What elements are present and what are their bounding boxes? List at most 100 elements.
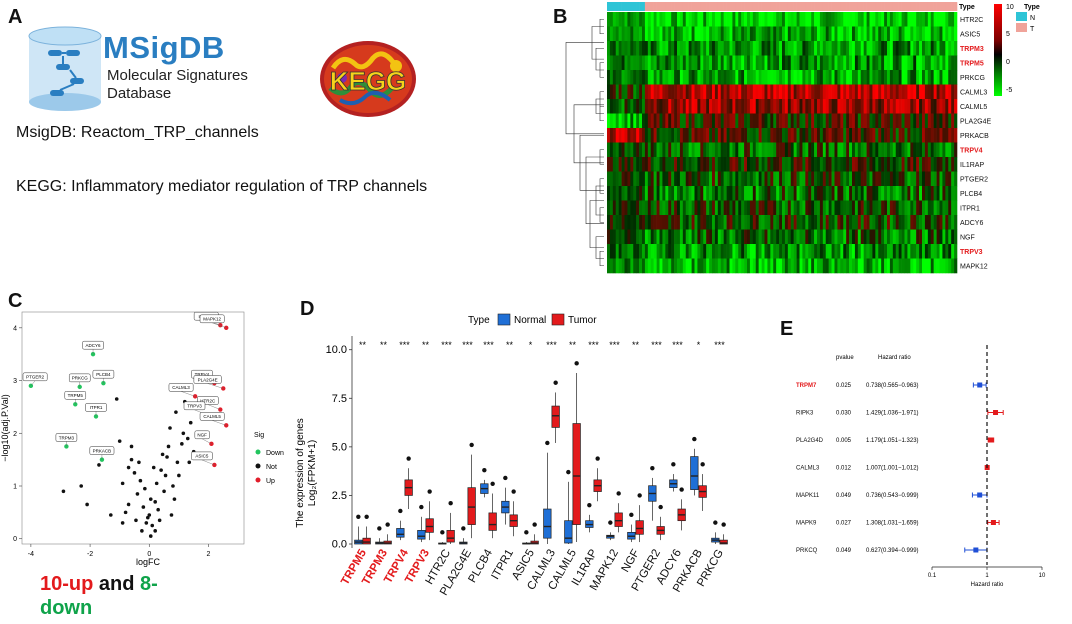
heatmap-cell: [849, 55, 853, 71]
heatmap-cell: [764, 142, 768, 158]
heatmap-cell: [615, 258, 619, 274]
heatmap-cell: [840, 41, 844, 56]
heatmap-cell: [741, 55, 745, 71]
summary-and: and: [98, 573, 135, 595]
heatmap-cell: [933, 157, 937, 172]
heatmap-cell: [814, 99, 818, 114]
heatmap-cell: [607, 84, 611, 100]
heatmap-cell: [712, 244, 716, 259]
heatmap-cell: [942, 84, 946, 100]
heatmap-cell: [653, 171, 657, 187]
heatmap-cell: [866, 41, 870, 56]
heatmap-cell: [749, 41, 754, 56]
heatmap-cell: [674, 157, 678, 172]
heatmap-cell: [697, 12, 701, 27]
heatmap-cell: [659, 99, 663, 114]
heatmap-cell: [793, 41, 797, 56]
heatmap-cell: [878, 113, 882, 129]
heatmap-cell: [817, 26, 821, 42]
boxplot-box: [656, 504, 665, 541]
colorbar-tick: 10: [1006, 4, 1014, 11]
heatmap-cell: [930, 55, 934, 71]
heatmap-cell: [607, 171, 611, 187]
volcano-point-not: [181, 431, 186, 436]
heatmap-cell: [881, 113, 885, 129]
heatmap-cell: [656, 171, 660, 187]
heatmap-cell: [857, 12, 862, 27]
annotation-cell: [881, 2, 885, 11]
heatmap-cell: [834, 215, 838, 230]
heatmap-cell: [630, 215, 634, 230]
heatmap-cell: [814, 258, 818, 274]
heatmap-cell: [819, 157, 824, 172]
heatmap-cell: [919, 215, 923, 230]
heatmap-cell: [773, 229, 777, 245]
heatmap-cell: [857, 41, 862, 56]
heatmap-cell: [892, 171, 897, 187]
heatmap-cell: [607, 113, 611, 129]
boxplot-outlier: [469, 442, 474, 448]
annotation-cell: [735, 2, 739, 11]
heatmap-cell: [814, 12, 818, 27]
heatmap-cell: [875, 186, 879, 201]
heatmap-cell: [811, 26, 815, 42]
heatmap-cell: [668, 84, 672, 100]
heatmap-cell: [647, 26, 652, 42]
heatmap-cell: [706, 70, 710, 85]
heatmap-cell: [814, 215, 818, 230]
heatmap-cell: [770, 99, 774, 114]
heatmap-cell: [624, 26, 628, 42]
legend-swatch-t: [1016, 23, 1027, 32]
annotation-cell: [615, 2, 619, 11]
heatmap-cell: [679, 70, 684, 85]
heatmap-cell: [846, 142, 850, 158]
significance-label: **: [569, 340, 577, 350]
annotation-cell: [954, 2, 958, 11]
msigdb-logo-subtitle-1: Molecular Signatures: [107, 67, 248, 84]
volcano-label-leader: [207, 383, 224, 389]
heatmap-cell: [636, 99, 640, 114]
heatmap-cell: [814, 70, 818, 85]
heatmap-cell: [627, 229, 631, 245]
heatmap-cell: [679, 12, 684, 27]
heatmap-cell: [741, 215, 745, 230]
heatmap-cell: [630, 70, 634, 85]
heatmap-cell: [773, 258, 777, 274]
heatmap-cell: [656, 55, 660, 71]
heatmap-cell: [811, 70, 815, 85]
boxplot-box: [383, 522, 392, 545]
heatmap-cell: [913, 70, 917, 85]
volcano-point-not: [174, 410, 178, 414]
heatmap-cell: [828, 113, 832, 129]
heatmap-cell: [779, 41, 783, 56]
annotation-cell: [933, 2, 937, 11]
boxplot-panel: Type Normal Tumor 0.02.55.07.510.0 ** ** *…: [295, 313, 728, 598]
heatmap-cell: [761, 70, 765, 85]
heatmap-cell: [650, 229, 654, 245]
heatmap-cell: [770, 157, 774, 172]
heatmap-cell: [703, 26, 707, 42]
heatmap-cell: [703, 70, 707, 85]
heatmap-cell: [922, 157, 926, 172]
heatmap-cell: [796, 55, 800, 71]
heatmap-cell: [782, 26, 786, 42]
heatmap-cell: [930, 26, 934, 42]
heatmap-cell: [755, 128, 759, 143]
heatmap-cell: [889, 229, 894, 245]
heatmap-cell: [854, 41, 859, 56]
heatmap-cell: [749, 258, 754, 274]
heatmap-cell: [609, 26, 614, 42]
heatmap-cell: [919, 128, 923, 143]
heatmap-cell: [872, 215, 876, 230]
heatmap-cell: [869, 142, 873, 158]
heatmap-cell: [779, 244, 783, 259]
heatmap-cell: [679, 41, 684, 56]
significance-label: ***: [462, 340, 473, 350]
heatmap-cell: [919, 12, 923, 27]
heatmap-cell: [787, 26, 792, 42]
annotation-cell: [621, 2, 625, 11]
heatmap-cell: [609, 55, 614, 71]
heatmap-gene-label: ASIC5: [960, 31, 980, 38]
heatmap-cell: [747, 26, 751, 42]
heatmap-cell: [784, 84, 789, 100]
